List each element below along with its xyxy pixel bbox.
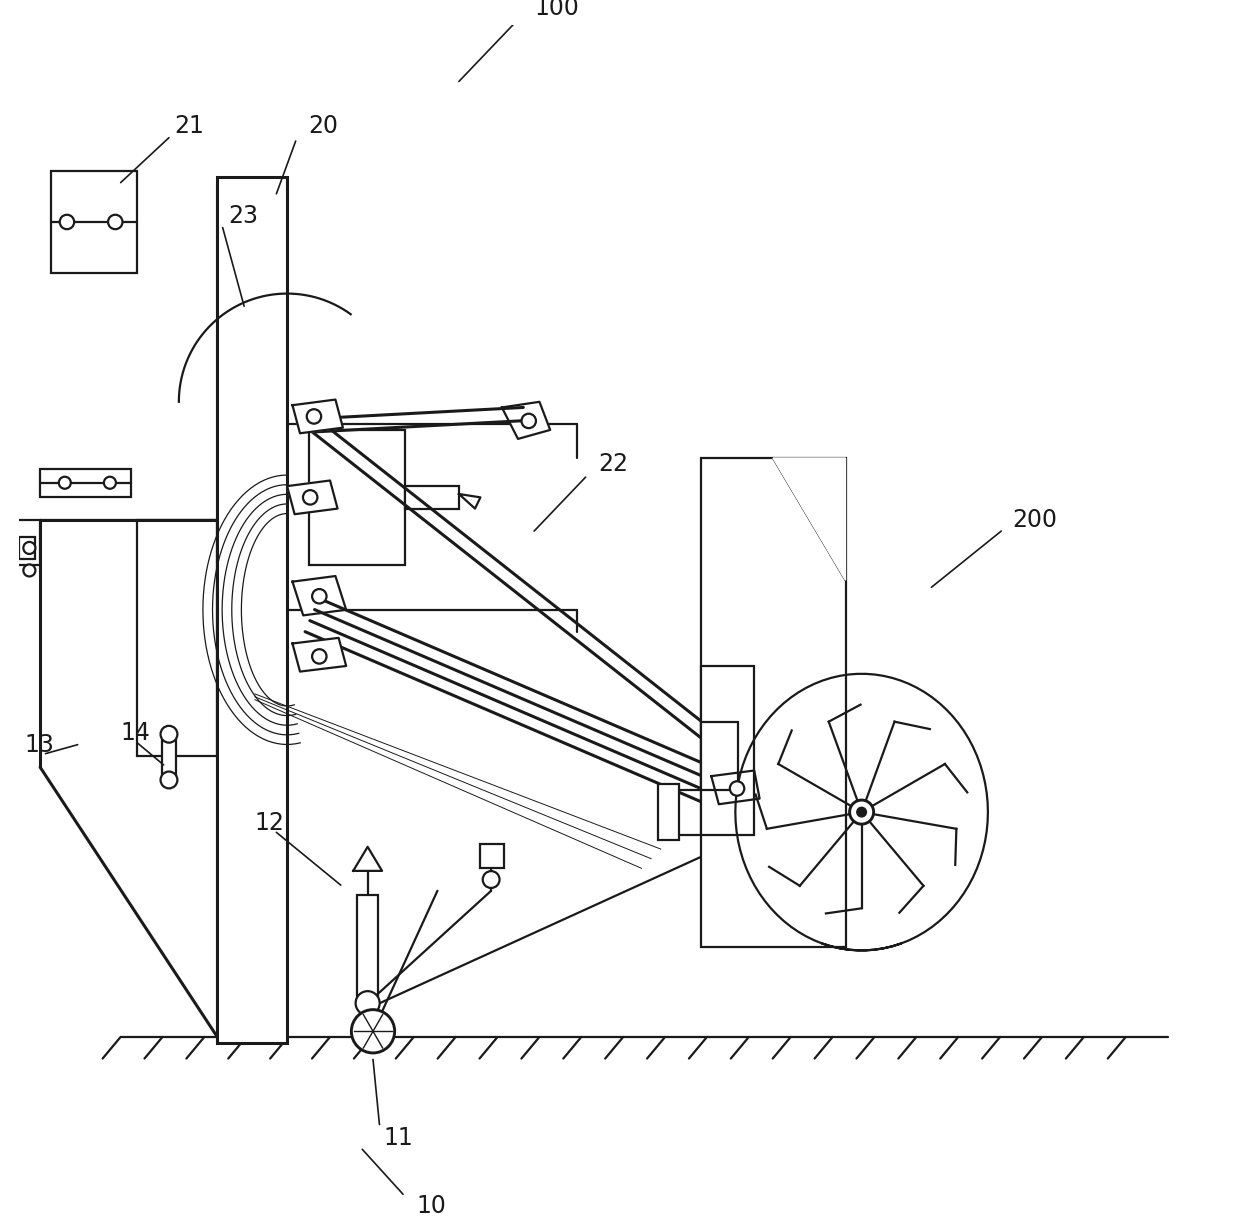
Bar <box>357 895 378 1003</box>
Bar <box>480 844 505 868</box>
Circle shape <box>60 215 74 230</box>
Circle shape <box>351 1009 394 1052</box>
Circle shape <box>24 542 36 554</box>
Circle shape <box>849 801 874 824</box>
Circle shape <box>522 414 536 429</box>
Bar <box>701 458 846 947</box>
Text: 13: 13 <box>24 733 53 756</box>
Bar <box>14 519 40 565</box>
Text: 10: 10 <box>415 1194 446 1217</box>
Polygon shape <box>773 458 846 581</box>
Circle shape <box>306 409 321 424</box>
Bar <box>217 177 288 1043</box>
Bar <box>701 722 738 790</box>
Text: 23: 23 <box>228 204 258 228</box>
Polygon shape <box>293 637 346 672</box>
Circle shape <box>104 476 115 489</box>
Circle shape <box>857 807 867 817</box>
Text: 11: 11 <box>383 1126 413 1151</box>
Polygon shape <box>712 770 760 804</box>
Polygon shape <box>293 399 343 433</box>
Polygon shape <box>293 576 346 615</box>
Text: 100: 100 <box>534 0 579 21</box>
Circle shape <box>312 650 326 663</box>
Bar <box>51 172 136 273</box>
Text: 20: 20 <box>309 114 339 139</box>
Text: 200: 200 <box>1012 508 1056 532</box>
Circle shape <box>24 565 36 576</box>
Bar <box>309 430 405 565</box>
Polygon shape <box>502 402 551 438</box>
Text: 22: 22 <box>599 452 629 475</box>
Circle shape <box>303 490 317 505</box>
Circle shape <box>312 589 326 603</box>
Circle shape <box>160 771 177 788</box>
Bar <box>701 666 754 835</box>
Bar <box>136 519 217 756</box>
Text: 14: 14 <box>120 721 150 745</box>
Text: 21: 21 <box>175 114 205 139</box>
Bar <box>19 537 35 559</box>
Bar <box>40 469 131 497</box>
Text: 12: 12 <box>255 812 285 835</box>
Bar <box>405 486 459 508</box>
Circle shape <box>108 215 123 230</box>
Polygon shape <box>288 480 337 515</box>
Circle shape <box>730 781 744 796</box>
Polygon shape <box>459 494 480 508</box>
Circle shape <box>356 991 379 1016</box>
Bar <box>657 783 680 840</box>
Circle shape <box>160 726 177 743</box>
Circle shape <box>58 476 71 489</box>
Bar <box>161 734 176 780</box>
Polygon shape <box>353 847 382 871</box>
Circle shape <box>482 871 500 888</box>
